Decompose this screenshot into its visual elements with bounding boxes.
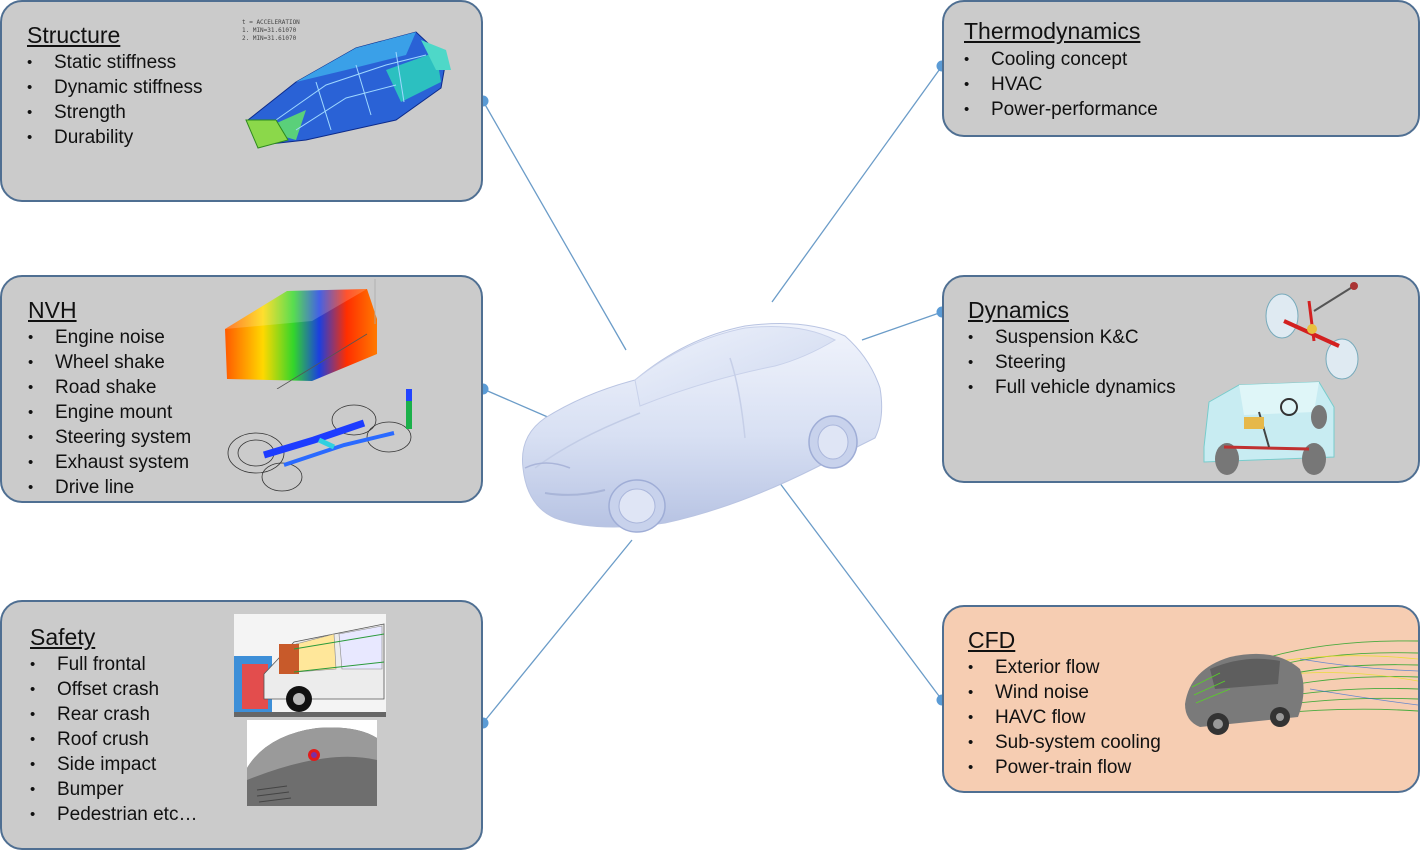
nvh-mode-shape-image <box>225 279 377 389</box>
panel-dynamics: Dynamics • Suspension K&C • Steering • Full… <box>942 275 1420 483</box>
safety-pedestrian-impact-image <box>247 720 377 806</box>
panel-title-structure: Structure <box>27 22 121 48</box>
panel-title-dynamics: Dynamics <box>968 297 1069 323</box>
fea-label-1: t = ACCELERATION <box>242 19 300 26</box>
panel-nvh: NVH • Engine noise • Wheel shake • Road sha… <box>0 275 483 503</box>
connector-thermo <box>771 65 943 303</box>
structure-fea-image: t = ACCELERATION 1. MIN=31.61070 2. MIN=… <box>242 19 451 149</box>
central-car-image <box>521 323 883 533</box>
nvh-chassis-image <box>227 389 412 492</box>
safety-crash-model-image <box>234 614 386 717</box>
panel-safety: Safety • Full frontal • Offset crash • Rear… <box>0 600 483 850</box>
connector-nvh <box>482 388 551 419</box>
panel-title-cfd: CFD <box>968 627 1016 653</box>
connector-safety <box>482 539 633 724</box>
connector-structure <box>482 100 627 351</box>
panel-title-safety: Safety <box>30 624 96 650</box>
connector-cfd <box>775 477 943 701</box>
dynamics-suspension-image <box>1265 282 1359 380</box>
dynamics-vehicle-image <box>1203 381 1335 475</box>
panel-title-nvh: NVH <box>28 297 77 323</box>
panel-thermodynamics: Thermodynamics • Cooling concept • HVAC • P… <box>942 0 1420 137</box>
fea-label-3: 2. MIN=31.61070 <box>242 35 297 42</box>
panel-structure: Structure • Static stiffness • Dynamic sti… <box>0 0 483 202</box>
fea-label-2: 1. MIN=31.61070 <box>242 27 297 34</box>
panel-cfd: CFD • Exterior flow • Wind noise • HAVC flo… <box>942 605 1420 793</box>
panel-title-thermodynamics: Thermodynamics <box>964 18 1141 44</box>
cfd-streamline-image <box>1185 640 1419 735</box>
connector-dynamics <box>861 311 943 341</box>
